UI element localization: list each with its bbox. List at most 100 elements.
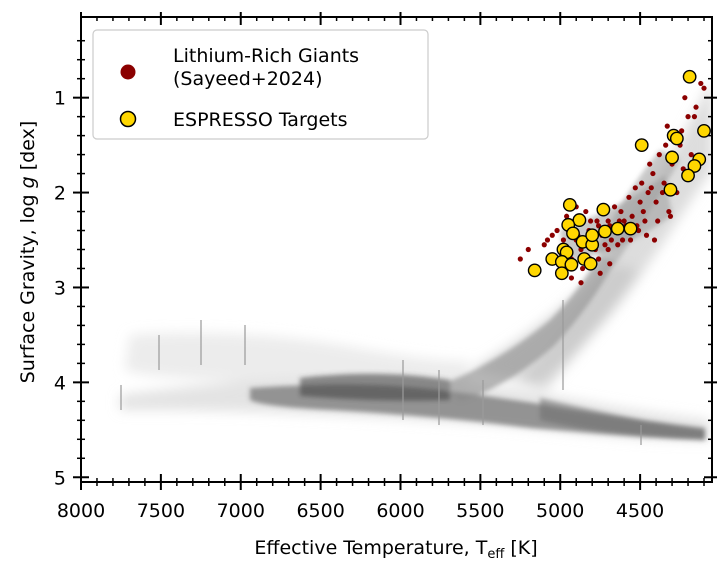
lithium-rich-giant-point — [701, 85, 707, 91]
lithium-rich-giant-point — [615, 242, 621, 248]
espresso-target-point — [598, 224, 612, 239]
x-tick-label: 5500 — [456, 500, 504, 522]
lithium-rich-giant-point — [587, 218, 594, 224]
legend-marker-espresso-targets — [119, 110, 137, 128]
lithium-rich-giant-point — [568, 275, 575, 281]
x-tick-label: 6500 — [296, 500, 344, 522]
lithium-rich-giant-point — [637, 199, 643, 205]
lithium-rich-giant-point — [698, 80, 704, 87]
espresso-target-point — [564, 257, 579, 272]
x-tick-label: 8000 — [57, 500, 105, 522]
lithium-rich-giant-point — [627, 237, 634, 243]
lithium-rich-giant-point — [611, 204, 618, 210]
x-tick-label: 7000 — [217, 500, 265, 522]
legend-marker-lithium-rich-giants — [120, 64, 136, 80]
lithium-rich-giant-point — [639, 180, 645, 186]
lithium-rich-giant-point — [651, 237, 658, 243]
lithium-rich-giant-point — [667, 213, 674, 219]
lithium-rich-giant-point — [661, 180, 667, 186]
espresso-target-point — [682, 69, 697, 84]
lithium-rich-giant-point — [544, 237, 551, 243]
lithium-rich-giant-point — [560, 237, 567, 243]
series-lithium-rich-giants — [517, 80, 707, 286]
y-tick-label: 3 — [54, 277, 66, 299]
series-espresso-targets — [527, 69, 711, 281]
lithium-rich-giant-point — [578, 280, 584, 286]
lithium-rich-giant-point — [666, 208, 672, 215]
lithium-rich-giant-point — [685, 114, 691, 120]
legend-label-lithium-rich-giants: Lithium-Rich Giants (Sayeed+2024) — [173, 45, 359, 90]
x-tick-label: 4500 — [616, 500, 664, 522]
lithium-rich-giant-point — [664, 123, 670, 129]
lithium-rich-giant-point — [525, 246, 531, 253]
lithium-rich-giant-point — [693, 104, 699, 110]
y-tick-label: 5 — [54, 467, 66, 489]
lithium-rich-giant-point — [594, 218, 600, 224]
lithium-rich-giant-point — [626, 194, 632, 200]
lithium-rich-giant-point — [580, 265, 586, 272]
lithium-rich-giant-point — [595, 256, 602, 262]
lithium-rich-giant-point — [648, 185, 654, 191]
espresso-target-point — [562, 197, 577, 212]
lithium-rich-giant-point — [549, 232, 555, 238]
lithium-rich-giant-point — [607, 261, 613, 267]
lithium-rich-giant-point — [663, 142, 669, 148]
lithium-rich-giant-point — [643, 232, 650, 238]
y-tick-label: 1 — [54, 88, 66, 110]
lithium-rich-giant-point — [597, 270, 603, 276]
espresso-target-point — [665, 150, 679, 165]
espresso-target-point — [634, 138, 649, 153]
espresso-target-point — [687, 159, 702, 173]
lithium-rich-giant-point — [554, 227, 560, 234]
lithium-rich-giant-point — [618, 208, 624, 215]
lithium-rich-giant-point — [605, 246, 611, 253]
y-axis: 1 2 3 4 5 — [54, 39, 717, 489]
y-axis-label: Surface Gravity, log g [dex] — [17, 121, 39, 384]
x-axis-label: Effective Temperature, Teff [K] — [254, 537, 537, 562]
espresso-target-point — [566, 226, 580, 241]
lithium-rich-giant-point — [629, 213, 635, 219]
x-tick-label: 5000 — [536, 500, 584, 522]
y-tick-label: 4 — [54, 372, 66, 394]
lithium-rich-giant-point — [688, 152, 694, 158]
espresso-target-point — [663, 182, 678, 197]
legend: Lithium-Rich Giants (Sayeed+2024) ESPRESS… — [92, 29, 429, 140]
lithium-rich-giant-point — [653, 199, 659, 205]
lithium-rich-giant-point — [517, 256, 523, 262]
espresso-target-point — [697, 123, 711, 138]
plot-area — [120, 69, 712, 445]
espresso-target-point — [681, 168, 695, 183]
lithium-rich-giant-point — [608, 237, 614, 243]
lithium-rich-giant-point — [632, 185, 638, 191]
x-tick-label: 6000 — [376, 500, 424, 522]
lithium-rich-giant-point — [655, 218, 661, 224]
lithium-rich-giant-point — [691, 114, 698, 120]
espresso-target-point — [554, 266, 569, 281]
lithium-rich-giant-point — [605, 218, 611, 224]
x-axis: 8000 7500 7000 6500 6000 5500 5000 4500 — [57, 12, 705, 522]
lithium-rich-giant-point — [656, 152, 662, 158]
espresso-target-point — [596, 202, 611, 217]
lithium-rich-giant-point — [645, 189, 651, 196]
legend-frame — [92, 29, 429, 140]
lithium-rich-giant-point — [619, 237, 626, 243]
lithium-rich-giant-point — [602, 242, 608, 248]
lithium-rich-giant-point — [642, 218, 648, 224]
lithium-rich-giant-point — [647, 161, 653, 167]
espresso-target-point — [669, 131, 684, 146]
espresso-target-point — [610, 221, 625, 236]
y-tick-label: 2 — [54, 183, 66, 205]
x-tick-label: 7500 — [137, 500, 185, 522]
lithium-rich-giant-point — [682, 95, 688, 101]
lithium-rich-giant-point — [679, 128, 685, 134]
lithium-rich-giant-point — [621, 218, 627, 224]
espresso-target-point — [527, 263, 542, 278]
lithium-rich-giant-point — [564, 213, 570, 219]
legend-label-espresso-targets: ESPRESSO Targets — [173, 109, 348, 131]
espresso-target-point — [583, 256, 598, 271]
lithium-rich-giant-point — [541, 242, 547, 248]
lithium-rich-giant-point — [640, 208, 646, 215]
background-density — [120, 80, 712, 445]
lithium-rich-giant-point — [583, 208, 589, 215]
